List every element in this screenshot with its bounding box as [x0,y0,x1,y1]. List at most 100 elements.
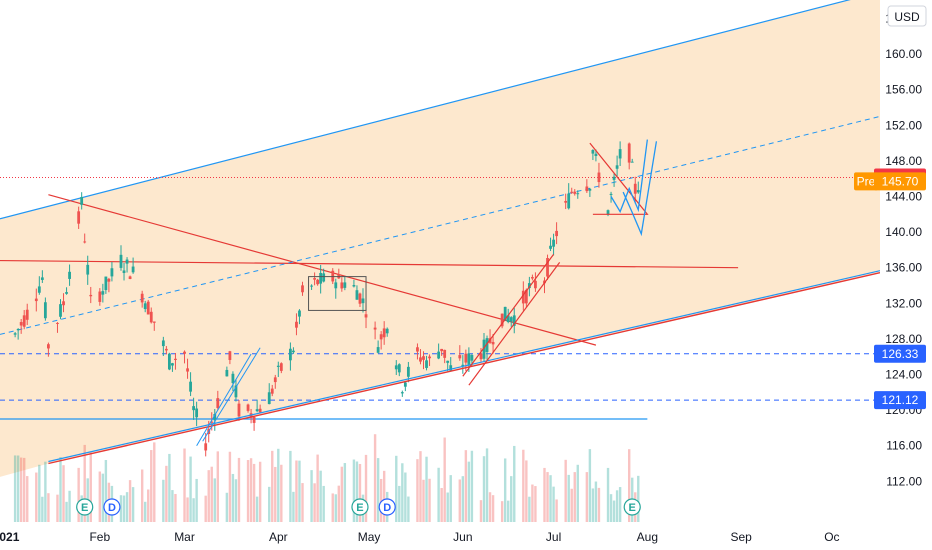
candle-body [470,355,474,361]
volume-bar [125,492,129,522]
event-marker: E [623,498,641,516]
channel-mid-line [0,115,880,335]
event-marker-letter: E [629,502,636,514]
volume-bar [343,463,347,522]
y-tick-label: 128.00 [885,332,922,346]
volume-bar [213,478,216,522]
volume-bar [437,467,440,522]
candle-body [573,191,577,194]
volume-bar [77,467,80,522]
candle-body [609,193,613,195]
candle-body [62,301,65,306]
candle-body [279,363,283,371]
volume-bar [500,501,504,522]
volume-bar [425,456,428,522]
volume-bar [68,490,71,522]
volume-bar [59,457,62,522]
candle-body [83,241,87,243]
volume-bar [567,474,570,522]
candle-body [292,350,295,353]
volume-bar [395,455,398,522]
volume-bar [168,453,171,522]
currency-label[interactable]: USD [887,5,927,27]
event-marker-letter: D [383,502,391,514]
volume-bar [89,452,92,522]
candle-body [570,191,574,193]
volume-bar [364,454,368,522]
volume-bar [274,466,277,522]
volume-bar [503,458,507,522]
volume-bar [564,459,567,522]
candle-body [406,366,410,377]
candle-body [334,282,338,289]
candle-body [449,365,453,371]
candle-body [482,339,486,359]
level-badge [874,391,926,410]
volume-bar [594,481,598,522]
volume-bar [207,470,210,522]
volume-bar [331,493,334,522]
candle-body [506,315,510,323]
volume-bar [26,476,29,522]
candle-body [56,322,59,324]
candle-body [422,356,425,360]
volume-bar [609,494,613,522]
candle-body [37,286,41,293]
volume-bar [628,449,631,522]
candle-body [255,409,259,412]
candle-body [500,313,504,327]
candle-body [606,210,610,215]
price-axis[interactable]: 112.00116.00120.00124.00128.00132.00136.… [880,0,932,522]
volume-bar [19,457,23,522]
candle-body [152,321,156,323]
volume-bar [637,475,640,522]
time-axis[interactable]: 2021 Feb Mar Apr May Jun Jul Aug Sep Oc [0,522,932,550]
volume-bar [340,466,344,522]
candle-body [591,150,595,154]
pre-market-badge-text: 145.70 [882,174,919,188]
candle-body [400,392,404,394]
volume-bar [531,484,534,522]
candle-body [576,193,580,195]
volume-bar [404,472,407,522]
candle-body [458,355,462,359]
candle-body [503,306,507,321]
candle-body [43,302,47,319]
candle-body [379,334,383,340]
candle-body [40,277,44,280]
volume-bar [255,496,259,522]
candle-body [270,388,274,394]
candle-body [267,392,271,405]
volume-bar [419,451,422,522]
volume-bar [467,461,471,522]
volume-bar [16,455,20,522]
x-tick-label: Feb [89,530,110,544]
candle-body [140,293,144,303]
candle-body [355,290,359,300]
candle-body [77,211,81,224]
candle-body [428,356,431,359]
event-marker-letter: E [81,502,88,514]
volume-bar [510,476,513,522]
volume-bar [280,464,283,522]
candle-body [174,358,177,360]
resistance-line [0,259,739,269]
candle-body [364,314,368,318]
volume-bar [482,456,486,522]
volume-bar [47,493,50,522]
candle-body [98,291,102,302]
candle-body [352,285,356,287]
candle-body [80,196,84,205]
volume-bar [449,475,452,522]
candle-body [276,365,280,367]
level-badge-text: 126.33 [882,347,919,361]
volume-bar [41,496,44,522]
volume-bar [334,494,337,522]
volume-bar [277,448,280,522]
volume-bar [612,500,616,522]
x-tick-label: Aug [637,530,658,544]
volume-bar [491,495,495,522]
volume-bar [576,464,579,522]
